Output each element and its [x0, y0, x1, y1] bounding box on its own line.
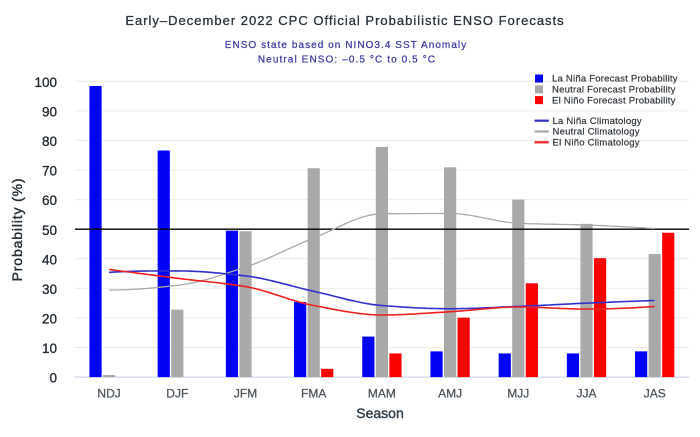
svg-text:30: 30: [42, 282, 57, 297]
svg-text:50: 50: [42, 223, 57, 238]
svg-text:FMA: FMA: [301, 387, 326, 401]
svg-text:Neutral ENSO: –0.5 °C to 0.5 °: Neutral ENSO: –0.5 °C to 0.5 °C: [258, 55, 436, 66]
svg-text:Season: Season: [356, 405, 403, 421]
svg-text:JAS: JAS: [644, 387, 666, 401]
svg-text:DJF: DJF: [166, 387, 188, 401]
svg-text:ENSO state based on NINO3.4 SS: ENSO state based on NINO3.4 SST Anomaly: [225, 40, 468, 51]
svg-text:90: 90: [42, 104, 57, 119]
svg-text:60: 60: [42, 193, 57, 208]
svg-text:JJA: JJA: [576, 387, 596, 401]
svg-text:NDJ: NDJ: [97, 387, 120, 401]
svg-text:La Niña Forecast Probability: La Niña Forecast Probability: [552, 74, 678, 85]
svg-text:40: 40: [42, 252, 57, 267]
svg-text:MAM: MAM: [368, 387, 396, 401]
svg-text:100: 100: [34, 75, 57, 90]
svg-text:0: 0: [49, 371, 57, 386]
svg-text:El Niño Forecast Probability: El Niño Forecast Probability: [552, 95, 676, 106]
svg-text:La Niña Climatology: La Niña Climatology: [553, 116, 642, 127]
svg-text:70: 70: [42, 164, 57, 179]
svg-text:MJJ: MJJ: [507, 387, 529, 401]
svg-text:Neutral Climatology: Neutral Climatology: [553, 127, 640, 138]
svg-text:20: 20: [42, 312, 57, 327]
svg-text:JFM: JFM: [234, 387, 257, 401]
svg-text:AMJ: AMJ: [438, 387, 462, 401]
svg-text:Neutral Forecast Probability: Neutral Forecast Probability: [552, 85, 676, 96]
svg-text:Probability (%): Probability (%): [9, 178, 25, 282]
svg-text:80: 80: [42, 134, 57, 149]
svg-text:El Niño Climatology: El Niño Climatology: [553, 138, 640, 149]
svg-text:Early–December 2022 CPC Offici: Early–December 2022 CPC Official Probabi…: [125, 13, 564, 28]
svg-text:10: 10: [42, 341, 57, 356]
